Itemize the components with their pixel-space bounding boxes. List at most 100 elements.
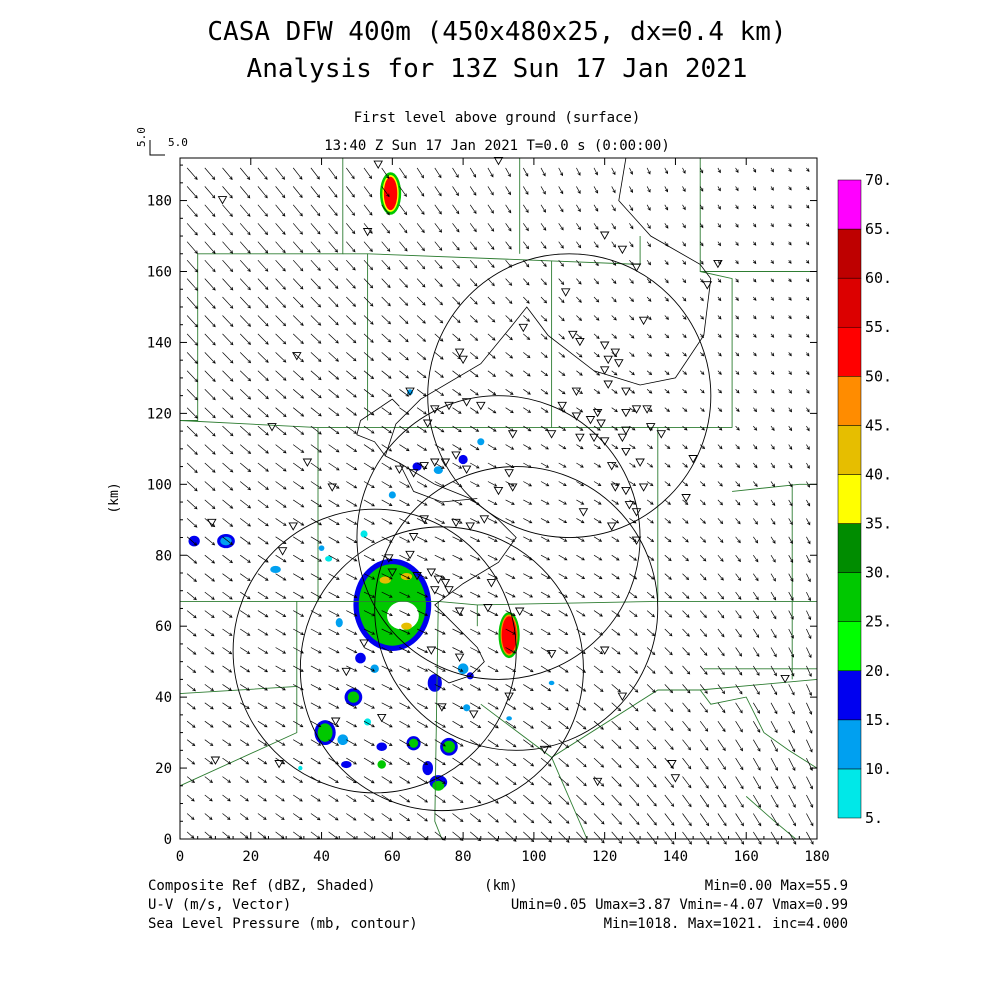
wind-vector	[204, 610, 215, 619]
wind-vector	[593, 720, 604, 730]
wind-vector	[416, 296, 426, 306]
wind-vector	[717, 204, 721, 210]
wind-vector	[204, 573, 215, 582]
wind-vector	[257, 204, 268, 217]
wind-vector	[434, 499, 446, 506]
wind-vector	[770, 370, 775, 375]
wind-vector	[646, 462, 654, 468]
wind-vector	[363, 647, 376, 654]
wind-vector	[186, 720, 196, 728]
colorbar-swatch	[837, 179, 862, 230]
wind-vector	[646, 241, 651, 248]
station-marker	[451, 451, 461, 460]
station-marker	[670, 774, 681, 783]
wind-vector	[788, 333, 792, 338]
wind-vector	[399, 462, 410, 470]
wind-vector	[399, 831, 410, 841]
wind-vector	[505, 204, 512, 214]
wind-vector	[222, 333, 234, 346]
wind-vector	[753, 370, 757, 375]
reflectivity-cell	[388, 491, 396, 499]
wind-vector	[239, 462, 252, 473]
station-marker	[631, 263, 642, 272]
wind-vector	[664, 554, 672, 562]
colorbar-label: 55.	[865, 318, 892, 336]
wind-vector	[540, 739, 552, 748]
station-marker	[518, 323, 529, 333]
footer-right3: Min=1018. Max=1021. inc=4.000	[604, 916, 848, 932]
wind-vector	[735, 462, 741, 469]
wind-vector	[664, 610, 673, 618]
wind-vector	[487, 665, 499, 672]
wind-vector	[346, 702, 358, 709]
wind-vector	[293, 536, 305, 544]
wind-vector	[328, 352, 339, 362]
wind-vector	[523, 665, 534, 673]
wind-vector	[470, 481, 480, 487]
wind-vector	[293, 591, 305, 599]
wind-vector	[735, 499, 741, 506]
wind-vector	[487, 647, 499, 654]
wind-vector	[346, 794, 357, 802]
wind-vector	[204, 591, 215, 600]
reflectivity-cell	[383, 176, 398, 211]
wind-vector	[523, 407, 532, 413]
wind-vector	[222, 444, 234, 455]
wind-vector	[275, 536, 287, 544]
wind-vector	[576, 223, 582, 231]
wind-vector	[752, 204, 757, 210]
wind-vector	[346, 499, 358, 507]
wind-vector	[487, 481, 498, 487]
wind-vector	[788, 536, 793, 545]
wind-vector	[664, 776, 674, 788]
wind-vector	[381, 223, 391, 234]
wind-vector	[275, 259, 286, 272]
wind-vector	[523, 739, 534, 748]
wind-vector	[646, 684, 656, 693]
wind-vector	[717, 702, 726, 714]
wind-vector	[293, 573, 305, 581]
wind-vector	[770, 481, 776, 488]
wind-vector	[275, 223, 286, 235]
wind-vector	[239, 407, 252, 418]
station-marker	[493, 486, 504, 496]
wind-vector	[717, 831, 727, 845]
wind-vector	[540, 259, 547, 268]
wind-vector	[381, 831, 393, 840]
wind-vector	[275, 407, 287, 418]
wind-vector	[292, 167, 303, 180]
wind-vector	[753, 647, 760, 658]
wind-vector	[275, 573, 287, 581]
wind-vector	[257, 684, 268, 691]
wind-vector	[770, 407, 775, 413]
station-marker	[376, 713, 387, 723]
wind-vector	[310, 573, 323, 580]
wind-vector	[416, 813, 428, 822]
wind-vector	[328, 665, 340, 672]
wind-vector	[770, 499, 776, 506]
pressure-contour	[399, 462, 478, 503]
wind-vector	[186, 186, 198, 199]
wind-vector	[806, 333, 810, 338]
wind-vector	[523, 702, 534, 710]
station-marker	[274, 760, 284, 769]
wind-vector	[346, 481, 358, 489]
reflectivity-cell	[422, 760, 434, 776]
station-marker	[560, 288, 571, 297]
wind-vector	[186, 278, 198, 291]
wind-vector	[239, 315, 252, 327]
station-marker	[288, 522, 298, 531]
wind-vector	[363, 739, 375, 746]
wind-vector	[788, 628, 794, 639]
wind-vector	[363, 610, 376, 617]
wind-vector	[646, 204, 651, 211]
reflectivity-cell	[506, 716, 512, 721]
wind-vector	[257, 296, 269, 309]
wind-vector	[257, 259, 269, 272]
wind-vector	[735, 333, 740, 338]
wind-vector	[204, 278, 216, 291]
wind-vector	[682, 167, 686, 174]
wind-vector	[240, 628, 251, 636]
wind-vector	[699, 720, 709, 732]
wind-vector	[452, 444, 463, 451]
